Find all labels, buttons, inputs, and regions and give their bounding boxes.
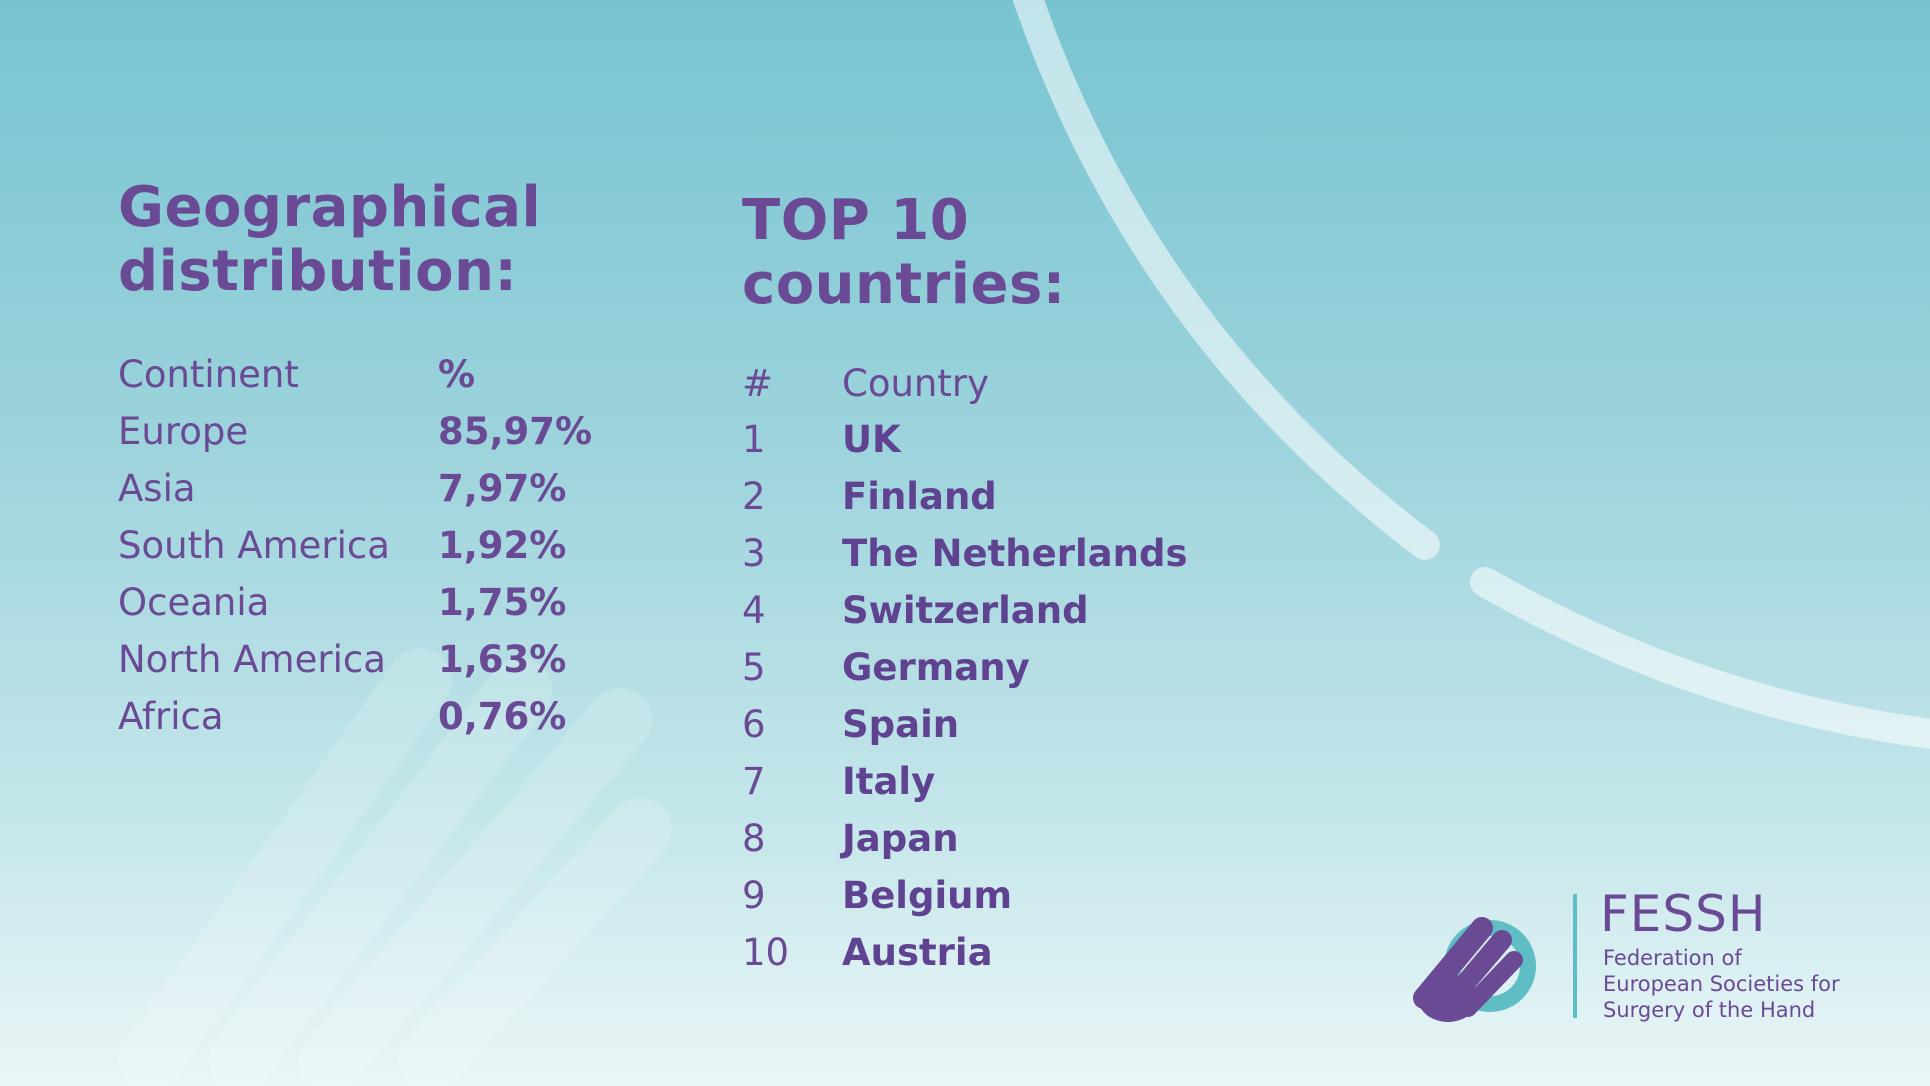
continent-percent: 1,75% bbox=[438, 581, 567, 624]
country-rank: 3 bbox=[742, 532, 766, 575]
country-header: Country bbox=[842, 362, 989, 405]
country-rank: 1 bbox=[742, 418, 766, 461]
country-name: Spain bbox=[842, 703, 960, 746]
top-title-line2: countries: bbox=[742, 252, 1066, 317]
continent-name: South America bbox=[118, 524, 390, 567]
country-rank: 6 bbox=[742, 703, 766, 746]
country-name: Italy bbox=[842, 760, 936, 803]
country-rank: 9 bbox=[742, 874, 766, 917]
country-name: Belgium bbox=[842, 874, 1013, 917]
continent-name: North America bbox=[118, 638, 386, 681]
country-name: Japan bbox=[842, 817, 959, 860]
country-name: The Netherlands bbox=[842, 532, 1188, 575]
continent-name: Asia bbox=[118, 467, 196, 510]
arc-lower bbox=[1470, 567, 1930, 749]
logo-subtitle-line2: European Societies for bbox=[1603, 972, 1840, 996]
country-rank: 4 bbox=[742, 589, 766, 632]
continent-header: Continent bbox=[118, 353, 299, 396]
arc-upper bbox=[1012, 0, 1440, 560]
continent-name: Europe bbox=[118, 410, 249, 453]
continent-name: Africa bbox=[118, 695, 224, 738]
top-title-line1: TOP 10 bbox=[742, 188, 970, 253]
continent-percent: 1,63% bbox=[438, 638, 567, 681]
country-name: Finland bbox=[842, 475, 997, 518]
country-rank: 8 bbox=[742, 817, 766, 860]
country-name: Germany bbox=[842, 646, 1030, 689]
country-name: Austria bbox=[842, 931, 993, 974]
continent-percent: 1,92% bbox=[438, 524, 567, 567]
continent-name: Oceania bbox=[118, 581, 270, 624]
continent-percent: 7,97% bbox=[438, 467, 567, 510]
rank-header: # bbox=[742, 362, 774, 405]
country-rank: 10 bbox=[742, 931, 790, 974]
logo-name: FESSH bbox=[1600, 885, 1767, 943]
geo-title-line1: Geographical bbox=[118, 175, 542, 240]
fessh-logo-mark bbox=[1413, 894, 1577, 1022]
hand-watermark bbox=[118, 648, 672, 1086]
geo-title-line2: distribution: bbox=[118, 239, 518, 304]
logo-subtitle-line1: Federation of bbox=[1603, 946, 1742, 970]
country-rank: 2 bbox=[742, 475, 766, 518]
continent-percent: 85,97% bbox=[438, 410, 593, 453]
country-name: Switzerland bbox=[842, 589, 1089, 632]
country-name: UK bbox=[842, 418, 901, 461]
country-rank: 5 bbox=[742, 646, 766, 689]
logo-palm bbox=[1418, 974, 1478, 1022]
logo-subtitle-line3: Surgery of the Hand bbox=[1603, 998, 1816, 1022]
geo-title: Geographical distribution: bbox=[118, 176, 541, 304]
percent-header: % bbox=[438, 353, 476, 396]
logo-divider bbox=[1573, 894, 1577, 1018]
top-title: TOP 10 countries: bbox=[742, 189, 1066, 317]
continent-percent: 0,76% bbox=[438, 695, 567, 738]
country-rank: 7 bbox=[742, 760, 766, 803]
